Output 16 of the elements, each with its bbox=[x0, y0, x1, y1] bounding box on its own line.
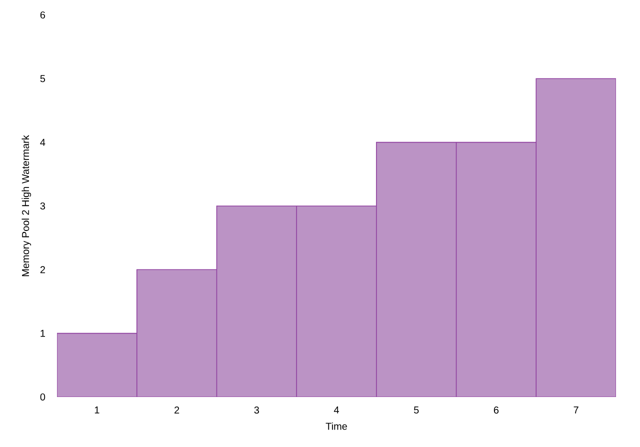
x-tick-label: 7 bbox=[574, 406, 578, 414]
y-tick-label: 6 bbox=[40, 11, 46, 19]
x-tick-label: 2 bbox=[174, 406, 180, 414]
x-tick-label: 5 bbox=[414, 406, 419, 414]
x-axis-title: Time bbox=[326, 422, 347, 430]
y-tick-label: 0 bbox=[40, 393, 46, 401]
y-tick-label: 3 bbox=[40, 202, 46, 210]
y-tick-label: 4 bbox=[40, 138, 46, 146]
x-tick-label: 4 bbox=[334, 406, 339, 414]
x-tick-label: 3 bbox=[254, 406, 259, 414]
y-axis-title: Memory Pool 2 High Watermark bbox=[22, 135, 32, 276]
y-tick-label: 1 bbox=[40, 330, 45, 337]
x-tick-label: 1 bbox=[94, 406, 100, 414]
x-tick-label: 6 bbox=[494, 406, 499, 414]
y-tick-label: 5 bbox=[40, 75, 46, 82]
y-tick-label: 2 bbox=[40, 266, 45, 274]
